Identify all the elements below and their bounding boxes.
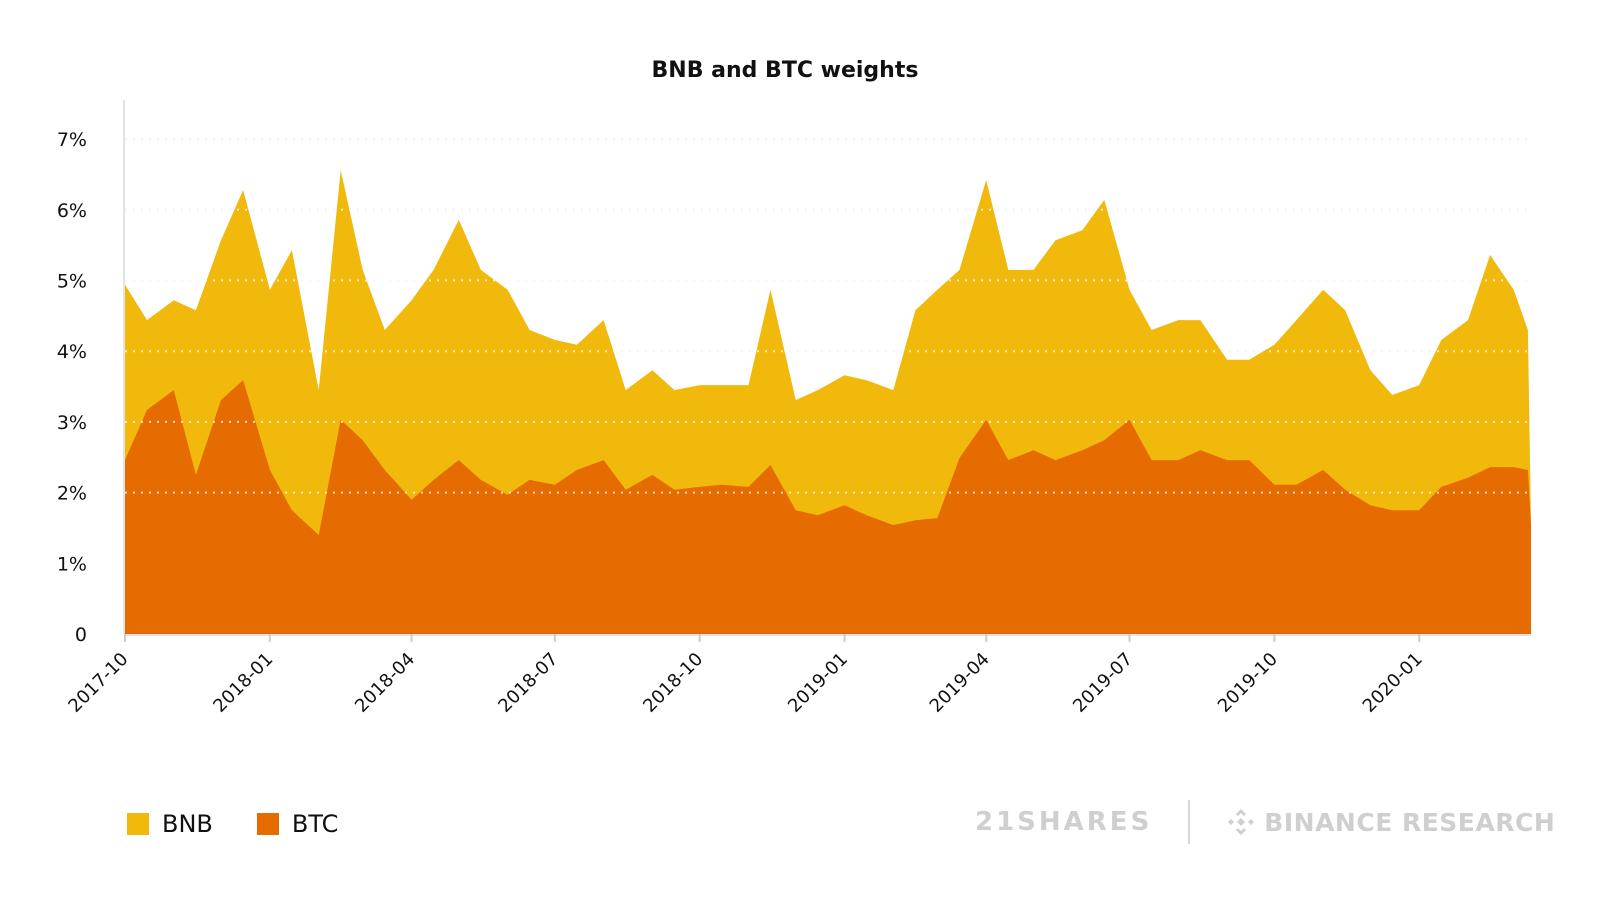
logo-binance-text: BINANCE RESEARCH (1264, 807, 1556, 837)
legend-label-btc: BTC (291, 810, 339, 838)
legend-item-bnb[interactable]: BNB (127, 810, 213, 838)
y-tick-label: 7% (57, 129, 87, 151)
binance-diamond-icon (1228, 809, 1255, 835)
legend-label-bnb: BNB (162, 810, 213, 838)
y-tick-label: 5% (57, 271, 87, 293)
legend-swatch-bnb (127, 813, 149, 835)
logo-binance-research: BINANCE RESEARCH (1226, 807, 1555, 837)
logo-divider (1188, 800, 1191, 844)
x-tick-label: 2018-10 (639, 649, 707, 717)
logo-21shares: 21SHARES (975, 807, 1153, 837)
y-tick-label: 4% (57, 341, 87, 363)
x-tick-label: 2018-01 (209, 649, 277, 717)
area-btc (125, 380, 1531, 634)
legend-item-btc[interactable]: BTC (256, 810, 339, 838)
x-tick-label: 2020-01 (1359, 649, 1427, 717)
legend: BNB BTC (127, 810, 338, 838)
x-tick-label: 2019-04 (926, 649, 994, 717)
x-tick-label: 2019-10 (1214, 649, 1282, 717)
x-tick-label: 2017-10 (64, 649, 132, 717)
legend-swatch-btc (256, 813, 279, 835)
y-tick-label: 0 (75, 624, 87, 646)
x-tick-label: 2018-07 (494, 649, 562, 717)
y-tick-label: 2% (57, 483, 87, 505)
y-tick-label: 1% (57, 553, 87, 575)
chart: 0 1% 2% 3% 4% 5% 6% 7% 2017-10 2018-01 2018-04 2018… (57, 100, 1531, 717)
y-tick-label: 3% (57, 412, 87, 434)
x-tick-label: 2019-07 (1069, 649, 1137, 717)
chart-title: BNB and BTC weights (651, 58, 919, 83)
y-tick-label: 6% (57, 200, 87, 222)
logos: 21SHARES BINANCE RESEARCH (975, 800, 1555, 844)
x-tick-label: 2018-04 (351, 649, 419, 717)
x-tick-label: 2019-01 (784, 649, 852, 717)
